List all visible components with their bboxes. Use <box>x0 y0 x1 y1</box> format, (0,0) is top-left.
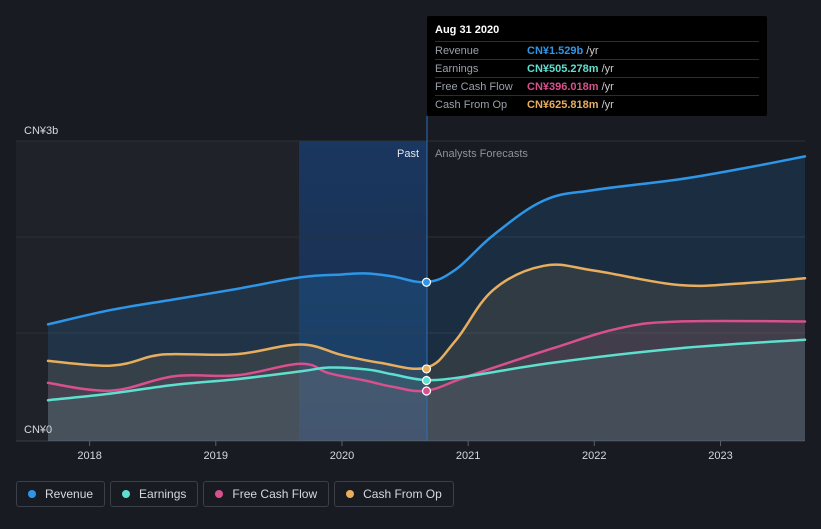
past-band-dark <box>16 141 299 441</box>
x-tick-label: 2019 <box>204 450 228 462</box>
tooltip: Aug 31 2020 Revenue CN¥1.529b /yr Earnin… <box>427 16 767 116</box>
tooltip-row-free-cash-flow: Free Cash Flow CN¥396.018m /yr <box>435 77 759 95</box>
tooltip-row-cash-from-op: Cash From Op CN¥625.818m /yr <box>435 95 759 113</box>
legend-label: Earnings <box>139 487 187 501</box>
past-band-highlight <box>299 141 427 441</box>
dot-cash-from-op <box>421 364 432 374</box>
highlight-dots <box>421 277 432 396</box>
past-label: Past <box>397 148 419 160</box>
forecast-label: Analysts Forecasts <box>435 148 528 160</box>
line-earnings <box>46 338 807 402</box>
tooltip-label: Revenue <box>435 44 480 57</box>
tooltip-row-revenue: Revenue CN¥1.529b /yr <box>435 41 759 59</box>
dot-revenue <box>421 277 432 287</box>
legend-dot-icon <box>215 490 224 498</box>
tooltip-value: CN¥396.018m <box>527 80 599 93</box>
legend-label: Revenue <box>45 487 94 501</box>
line-cash-from-op <box>46 263 807 371</box>
legend-dot-icon <box>122 490 131 498</box>
legend-item-revenue[interactable]: Revenue <box>16 481 106 507</box>
tooltip-row-earnings: Earnings CN¥505.278m /yr <box>435 59 759 77</box>
legend: Revenue Earnings Free Cash Flow Cash Fro… <box>16 481 454 507</box>
tooltip-unit: /yr <box>586 44 599 57</box>
tooltip-unit: /yr <box>601 80 614 93</box>
tooltip-label: Cash From Op <box>435 98 508 111</box>
tooltip-value: CN¥505.278m <box>527 62 599 75</box>
legend-label: Free Cash Flow <box>232 487 318 501</box>
line-revenue <box>46 155 807 326</box>
gridlines <box>16 140 805 442</box>
tooltip-value: CN¥1.529b <box>527 44 584 57</box>
area-cash-from-op <box>48 264 805 441</box>
y-tick-label-bottom: CN¥0 <box>24 424 52 436</box>
x-tick-label: 2021 <box>456 450 480 462</box>
tooltip-unit: /yr <box>601 62 614 75</box>
y-tick-label-top: CN¥3b <box>24 125 58 137</box>
dot-earnings <box>421 375 432 386</box>
series-lines <box>46 155 807 402</box>
tooltip-unit: /yr <box>601 98 614 111</box>
tooltip-label: Free Cash Flow <box>435 80 513 93</box>
tooltip-label: Earnings <box>435 62 479 75</box>
legend-item-cash-from-op[interactable]: Cash From Op <box>334 481 454 507</box>
x-axis-ticks: 2018 2019 2020 2021 2022 2023 <box>77 441 733 462</box>
legend-label: Cash From Op <box>363 487 442 501</box>
x-tick-label: 2022 <box>582 450 606 462</box>
x-tick-label: 2023 <box>708 450 732 462</box>
legend-item-free-cash-flow[interactable]: Free Cash Flow <box>203 481 330 507</box>
x-tick-label: 2018 <box>77 450 101 462</box>
area-free-cash-flow <box>48 320 805 441</box>
tooltip-date: Aug 31 2020 <box>435 24 500 36</box>
x-tick-label: 2020 <box>330 450 354 462</box>
legend-item-earnings[interactable]: Earnings <box>110 481 199 507</box>
legend-dot-icon <box>28 490 36 498</box>
tooltip-value: CN¥625.818m <box>527 98 599 111</box>
dot-free-cash-flow <box>421 386 432 396</box>
legend-dot-icon <box>346 490 355 498</box>
line-free-cash-flow <box>46 319 807 393</box>
